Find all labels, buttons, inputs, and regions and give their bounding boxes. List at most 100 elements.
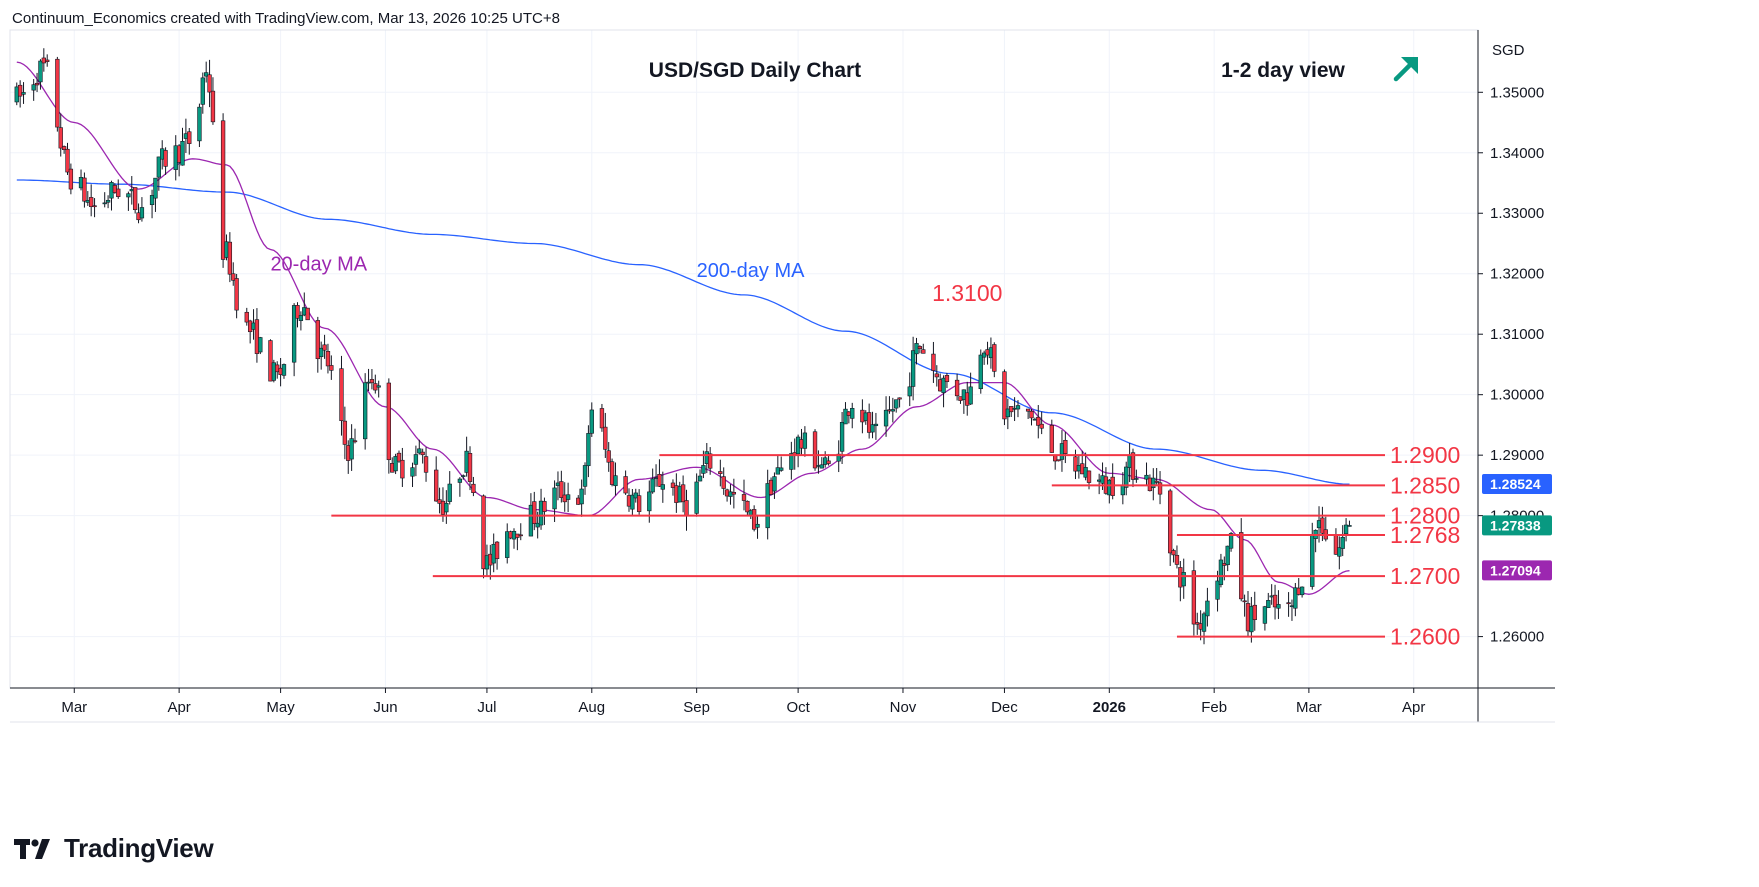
candle-body <box>623 476 628 494</box>
level-label: 1.2768 <box>1390 522 1460 548</box>
time-tick-label: Mar <box>61 699 87 716</box>
candle-body <box>944 375 950 382</box>
candle-body <box>931 353 936 371</box>
candle-body <box>1063 439 1068 454</box>
candle-body <box>187 131 192 144</box>
candle-body <box>1262 606 1268 624</box>
candle-body <box>1320 517 1325 534</box>
candle-body <box>149 195 155 206</box>
candle-body <box>400 459 405 479</box>
chart-attribution: Continuum_Economics created with Trading… <box>12 10 560 27</box>
candle-body <box>1299 586 1305 596</box>
price-badge <box>1482 515 1552 536</box>
price-badge-label: 1.27838 <box>1490 517 1541 533</box>
candle-body <box>866 412 872 433</box>
candle-body <box>873 423 879 427</box>
price-tick-label: 1.29000 <box>1490 447 1544 464</box>
candle-body <box>819 464 824 469</box>
candle-body <box>1272 594 1278 608</box>
candle-body <box>31 84 36 91</box>
candle-body <box>850 408 855 419</box>
chart-title: USD/SGD Daily Chart <box>649 59 861 82</box>
candle-body <box>254 319 260 354</box>
time-tick-label: Feb <box>1201 699 1227 716</box>
time-tick-label: Apr <box>1402 699 1425 716</box>
candle-body <box>1039 423 1044 429</box>
candle-body <box>1144 474 1149 480</box>
candle-body <box>910 350 916 387</box>
candle-body <box>1005 408 1010 418</box>
candle-body <box>883 409 889 427</box>
candle-body <box>907 386 912 397</box>
candle-body <box>102 202 107 205</box>
candle-body <box>89 197 94 207</box>
candle-body <box>393 456 398 472</box>
candle-body <box>636 495 642 512</box>
candle-body <box>467 453 473 482</box>
candle-body <box>21 92 26 95</box>
candle-body <box>105 199 111 203</box>
candle-body <box>295 305 300 319</box>
candle-body <box>812 431 818 469</box>
time-tick-label: Mar <box>1296 699 1322 716</box>
currency-label: SGD <box>1492 42 1525 59</box>
candle-body <box>660 484 665 490</box>
candle-body <box>694 481 699 514</box>
candle-body <box>1340 536 1345 549</box>
candle-body <box>82 177 87 202</box>
candle-body <box>413 454 419 465</box>
ma20-layer <box>16 61 1350 595</box>
candle-body <box>538 500 544 526</box>
price-tick-label: 1.34000 <box>1490 145 1544 162</box>
up-right-arrow-icon <box>1393 57 1418 82</box>
candle-body <box>291 305 297 363</box>
time-tick-label: Dec <box>991 699 1018 716</box>
candle-body <box>894 399 899 409</box>
candle-body <box>609 461 615 485</box>
candle-body <box>1056 459 1061 462</box>
candle-body <box>163 150 168 167</box>
candle-body <box>684 500 689 517</box>
candle-body <box>870 424 875 433</box>
candle-body <box>532 501 537 524</box>
candle-body <box>772 476 777 492</box>
candle-body <box>322 344 327 351</box>
ma200-line <box>16 179 1350 485</box>
candle-body <box>505 531 510 558</box>
candle-body <box>116 188 121 197</box>
candle-body <box>58 127 63 149</box>
candle-body <box>836 453 841 462</box>
tradingview-footer[interactable]: TradingView <box>14 833 214 864</box>
candle-body <box>1168 490 1173 554</box>
candle-body <box>1151 477 1156 489</box>
candle-body <box>444 502 449 513</box>
price-tick-label: 1.26000 <box>1490 629 1544 646</box>
candle-body <box>396 452 402 462</box>
candle-body <box>589 409 594 434</box>
candle-body <box>471 483 476 493</box>
candle-body <box>1191 570 1197 625</box>
candle-body <box>954 379 960 397</box>
candle-body <box>126 193 131 198</box>
candle-body <box>1218 559 1224 585</box>
candle-body <box>1286 602 1291 605</box>
candle-body <box>1025 408 1031 412</box>
chart-grid <box>10 30 1478 688</box>
ma20-line <box>16 61 1350 595</box>
candle-body <box>701 465 706 474</box>
candle-body <box>352 440 358 443</box>
candle-body <box>1134 478 1139 480</box>
candle-body <box>890 409 895 412</box>
candle-body <box>1073 456 1078 472</box>
candle-body <box>941 377 946 393</box>
price-badge <box>1482 473 1552 494</box>
candle-body <box>1215 580 1220 600</box>
candle-body <box>1171 550 1176 556</box>
candle-body <box>843 408 848 425</box>
candle-body <box>329 365 334 371</box>
candle-body <box>1157 482 1163 495</box>
candle-body <box>319 347 324 358</box>
candle-body <box>1228 533 1234 549</box>
candle-body <box>565 494 571 500</box>
